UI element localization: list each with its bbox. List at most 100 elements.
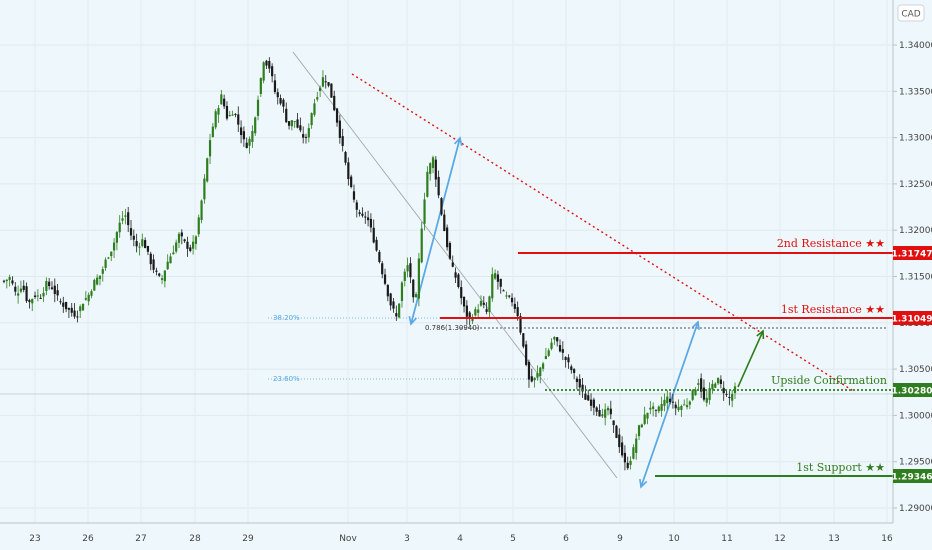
candle-body xyxy=(333,95,336,111)
candle-body xyxy=(468,312,471,320)
descending-resistance-line xyxy=(351,73,856,393)
candle-body xyxy=(578,378,581,388)
candle-body xyxy=(691,390,694,400)
candle-body xyxy=(307,128,310,138)
candle-body xyxy=(629,460,632,465)
candle-body xyxy=(722,387,725,394)
x-tick-label: 28 xyxy=(189,534,201,544)
candle-body xyxy=(553,336,556,340)
candle-body xyxy=(606,407,610,411)
candle-body xyxy=(93,279,96,291)
candle-body xyxy=(465,305,468,317)
candle-body xyxy=(516,307,519,317)
candle-body xyxy=(302,134,305,138)
y-tick-label: 1.30000 xyxy=(899,411,932,421)
candle-body xyxy=(321,77,325,87)
candle-body xyxy=(443,214,446,232)
candle-body xyxy=(293,121,296,123)
candle-body xyxy=(618,434,621,448)
candle-body xyxy=(567,357,570,363)
candle-body xyxy=(87,294,90,302)
candle-body xyxy=(251,130,254,143)
candle-body xyxy=(652,406,655,409)
candle-body xyxy=(127,212,130,226)
x-tick-label: 12 xyxy=(774,534,785,544)
candle-body xyxy=(50,287,54,289)
candle-body xyxy=(623,452,627,463)
candle-body xyxy=(115,232,118,243)
candle-body xyxy=(485,309,488,312)
candle-body xyxy=(383,274,387,284)
candle-body xyxy=(454,272,457,278)
candle-body xyxy=(412,279,415,298)
candle-body xyxy=(612,420,615,426)
candle-body xyxy=(457,274,460,287)
candle-body xyxy=(372,227,375,243)
candle-body xyxy=(493,273,497,279)
candle-body xyxy=(104,259,107,268)
candle-body xyxy=(386,284,389,297)
candle-body xyxy=(141,239,144,246)
candle-body xyxy=(488,296,491,313)
candle-body xyxy=(14,286,17,292)
candle-body xyxy=(175,242,178,252)
candle-body xyxy=(477,309,480,313)
candle-body xyxy=(84,298,87,300)
candle-body xyxy=(59,301,62,303)
candle-body xyxy=(702,387,706,400)
candle-body xyxy=(228,115,231,117)
candle-body xyxy=(138,246,141,248)
candle-body xyxy=(460,287,463,299)
candle-body xyxy=(654,409,658,411)
grid xyxy=(0,0,893,523)
candle-body xyxy=(48,281,51,287)
candle-body xyxy=(316,97,319,100)
x-tick-label: Nov xyxy=(339,534,357,544)
candle-body xyxy=(177,233,181,243)
candle-body xyxy=(505,295,508,297)
candle-body xyxy=(361,213,364,216)
candle-body xyxy=(214,111,217,128)
candle-body xyxy=(17,293,20,296)
candle-body xyxy=(550,342,553,349)
candle-body xyxy=(22,285,25,290)
candle-body xyxy=(31,299,34,304)
candle-body xyxy=(25,286,28,302)
candles xyxy=(2,57,737,471)
candle-body xyxy=(220,94,223,105)
candle-body xyxy=(335,108,339,123)
level-label-1st-resistance: 1st Resistance ★★ xyxy=(781,303,885,316)
candle-body xyxy=(239,127,243,136)
candle-body xyxy=(262,62,265,81)
candle-body xyxy=(206,158,209,182)
candle-body xyxy=(149,253,152,265)
upside-target-arrow-head xyxy=(756,329,765,340)
candle-body xyxy=(375,239,378,251)
candle-body xyxy=(621,442,624,456)
candle-body xyxy=(358,212,361,214)
candle-body xyxy=(98,275,102,279)
candle-body xyxy=(513,303,516,309)
projection-arrow-up-2 xyxy=(640,321,699,488)
candle-body xyxy=(728,397,731,399)
candle-body xyxy=(242,131,246,140)
candle-body xyxy=(392,301,395,309)
channel-trendline xyxy=(292,51,618,479)
candle-body xyxy=(2,280,6,282)
x-tick-label: 13 xyxy=(828,534,839,544)
candle-body xyxy=(324,81,327,83)
candle-body xyxy=(660,403,663,411)
candle-body xyxy=(352,191,356,200)
candle-body xyxy=(731,393,734,401)
candle-body xyxy=(378,251,381,263)
candle-body xyxy=(637,425,641,437)
candle-body xyxy=(649,407,652,410)
candle-body xyxy=(400,282,404,302)
candle-body xyxy=(158,273,161,276)
candle-body xyxy=(491,274,494,299)
candle-body xyxy=(502,290,505,292)
candle-body xyxy=(437,176,440,196)
candle-body xyxy=(366,217,370,221)
candle-body xyxy=(406,265,409,272)
candle-body xyxy=(237,114,240,125)
